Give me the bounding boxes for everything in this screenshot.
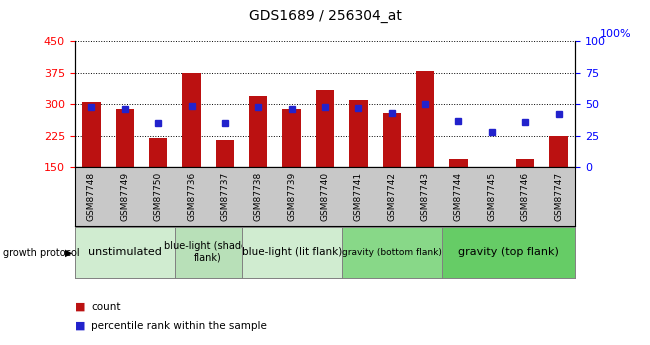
Bar [283, 109, 301, 167]
Text: GSM87737: GSM87737 [220, 172, 229, 221]
Text: gravity (top flank): gravity (top flank) [458, 247, 559, 257]
Bar [116, 109, 134, 167]
Text: count: count [91, 302, 120, 312]
Bar [316, 90, 334, 167]
Text: blue-light (shaded
flank): blue-light (shaded flank) [164, 241, 253, 263]
Text: percentile rank within the sample: percentile rank within the sample [91, 321, 267, 331]
Text: blue-light (lit flank): blue-light (lit flank) [242, 247, 342, 257]
Text: GSM87740: GSM87740 [320, 172, 330, 221]
Text: GSM87736: GSM87736 [187, 172, 196, 221]
Bar [516, 159, 534, 167]
Text: gravity (bottom flank): gravity (bottom flank) [342, 248, 441, 257]
Bar [416, 71, 434, 167]
Text: GSM87749: GSM87749 [120, 172, 129, 221]
Text: GSM87739: GSM87739 [287, 172, 296, 221]
Y-axis label: 100%: 100% [599, 29, 631, 39]
Bar [149, 138, 167, 167]
Text: ■: ■ [75, 302, 85, 312]
Text: ■: ■ [75, 321, 85, 331]
Text: GSM87750: GSM87750 [153, 172, 162, 221]
Text: GSM87744: GSM87744 [454, 172, 463, 221]
Text: GSM87747: GSM87747 [554, 172, 563, 221]
Text: growth protocol: growth protocol [3, 248, 80, 257]
Bar [183, 73, 201, 167]
Text: ▶: ▶ [65, 248, 73, 257]
Bar [383, 113, 401, 167]
Text: GSM87748: GSM87748 [87, 172, 96, 221]
Text: unstimulated: unstimulated [88, 247, 162, 257]
Text: GSM87742: GSM87742 [387, 172, 396, 221]
Bar [216, 140, 234, 167]
Bar [349, 100, 367, 167]
Text: GSM87741: GSM87741 [354, 172, 363, 221]
Bar [83, 102, 101, 167]
Bar [249, 96, 267, 167]
Text: GSM87743: GSM87743 [421, 172, 430, 221]
Text: GSM87745: GSM87745 [488, 172, 497, 221]
Bar [549, 136, 567, 167]
Text: GSM87738: GSM87738 [254, 172, 263, 221]
Text: GSM87746: GSM87746 [521, 172, 530, 221]
Text: GDS1689 / 256304_at: GDS1689 / 256304_at [248, 9, 402, 23]
Bar [449, 159, 467, 167]
